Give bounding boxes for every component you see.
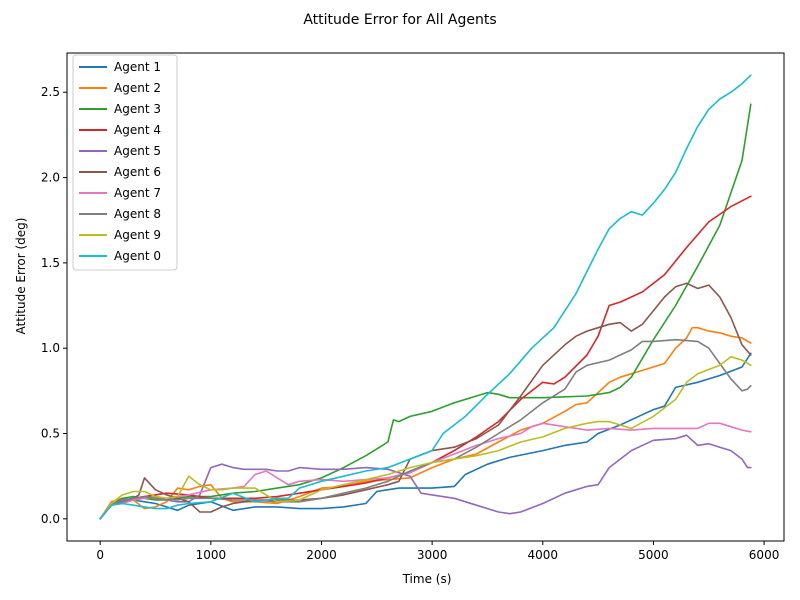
- series-line-agent-4: [99, 195, 752, 520]
- legend-label-agent-8: Agent 8: [114, 207, 161, 221]
- x-tick-label: 1000: [196, 548, 227, 562]
- x-tick-label: 2000: [306, 548, 337, 562]
- series-line-agent-5: [99, 434, 752, 520]
- legend-label-agent-3: Agent 3: [114, 102, 161, 116]
- y-tick-label: 2.5: [41, 85, 60, 99]
- series-lines: [99, 74, 752, 520]
- legend-label-agent-6: Agent 6: [114, 165, 161, 179]
- series-line-agent-1: [99, 352, 752, 520]
- x-tick-label: 6000: [749, 548, 780, 562]
- x-axis-label: Time (s): [402, 572, 452, 586]
- y-axis: 0.0 0.5 1.0 1.5 2.0 2.5: [41, 85, 67, 526]
- x-tick-label: 4000: [528, 548, 559, 562]
- legend-label-agent-1: Agent 1: [114, 60, 161, 74]
- axes-frame: [66, 52, 785, 542]
- legend: Agent 1 Agent 2 Agent 3 Agent 4 Agent 5 Agent…: [72, 54, 178, 271]
- y-tick-label: 2.0: [41, 171, 60, 185]
- legend-label-agent-9: Agent 9: [114, 228, 161, 242]
- legend-label-agent-0: Agent 0: [114, 249, 161, 263]
- x-tick-label: 3000: [417, 548, 448, 562]
- series-line-agent-9: [99, 355, 752, 520]
- legend-label-agent-4: Agent 4: [114, 123, 161, 137]
- series-line-agent-0: [99, 74, 752, 520]
- y-tick-label: 0.5: [41, 427, 60, 441]
- legend-label-agent-7: Agent 7: [114, 186, 161, 200]
- legend-label-agent-5: Agent 5: [114, 144, 161, 158]
- y-axis-label: Attitude Error (deg): [14, 218, 28, 335]
- y-tick-label: 0.0: [41, 512, 60, 526]
- x-tick-label: 0: [96, 548, 104, 562]
- x-tick-label: 5000: [638, 548, 669, 562]
- plot-area: [66, 52, 785, 542]
- x-axis: 0 1000 2000 3000 4000 5000 6000: [96, 541, 779, 562]
- y-tick-label: 1.5: [41, 256, 60, 270]
- y-tick-label: 1.0: [41, 341, 60, 355]
- legend-label-agent-2: Agent 2: [114, 81, 161, 95]
- chart-title: Attitude Error for All Agents: [303, 12, 496, 28]
